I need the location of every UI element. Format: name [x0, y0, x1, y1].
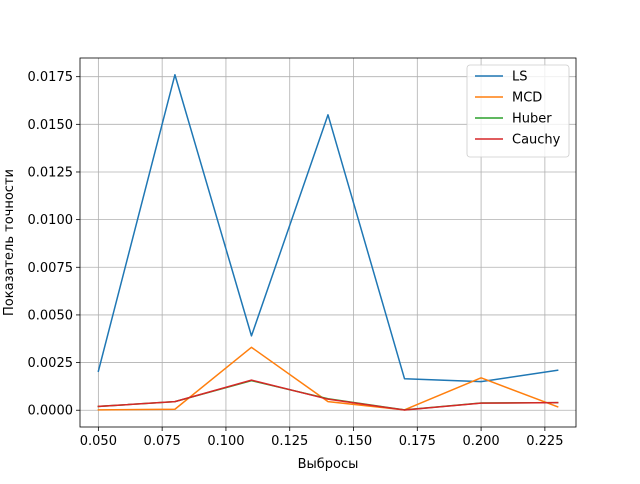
y-tick-label: 0.0100	[28, 213, 74, 228]
x-tick-label: 0.150	[335, 434, 372, 449]
x-tick-label: 0.075	[144, 434, 181, 449]
legend: LS MCD Huber Cauchy	[466, 64, 570, 158]
legend-label-mcd: MCD	[512, 91, 542, 106]
y-tick-label: 0.0175	[28, 70, 74, 85]
y-axis-ticks: 0.0000 0.0025 0.0050 0.0075 0.0100 0.0125 0.01…	[28, 70, 80, 419]
x-tick-label: 0.175	[399, 434, 436, 449]
y-axis-label: Показатель точности	[2, 169, 17, 316]
x-tick-label: 0.200	[462, 434, 499, 449]
x-tick-label: 0.225	[526, 434, 563, 449]
x-axis-label: Выбросы	[298, 457, 359, 472]
y-tick-label: 0.0050	[28, 308, 74, 323]
x-tick-label: 0.125	[271, 434, 308, 449]
series-line-mcd	[97, 346, 559, 411]
y-tick-label: 0.0075	[28, 261, 74, 276]
x-tick-label: 0.100	[207, 434, 244, 449]
plot-frame	[79, 57, 577, 428]
y-tick-label: 0.0025	[28, 356, 74, 371]
x-tick-label: 0.050	[80, 434, 117, 449]
series-line-ls	[97, 74, 559, 383]
legend-label-cauchy: Cauchy	[512, 133, 561, 148]
y-tick-label: 0.0150	[28, 118, 74, 133]
y-tick-label: 0.0000	[28, 404, 74, 419]
y-tick-label: 0.0125	[28, 165, 74, 180]
series-line-cauchy	[97, 379, 559, 411]
legend-label-huber: Huber	[512, 112, 552, 127]
legend-frame	[466, 64, 570, 158]
x-axis-ticks: 0.050 0.075 0.100 0.125 0.150 0.175 0.200 0.225	[80, 427, 563, 449]
series-layer	[97, 74, 559, 411]
legend-label-ls: LS	[512, 70, 528, 85]
